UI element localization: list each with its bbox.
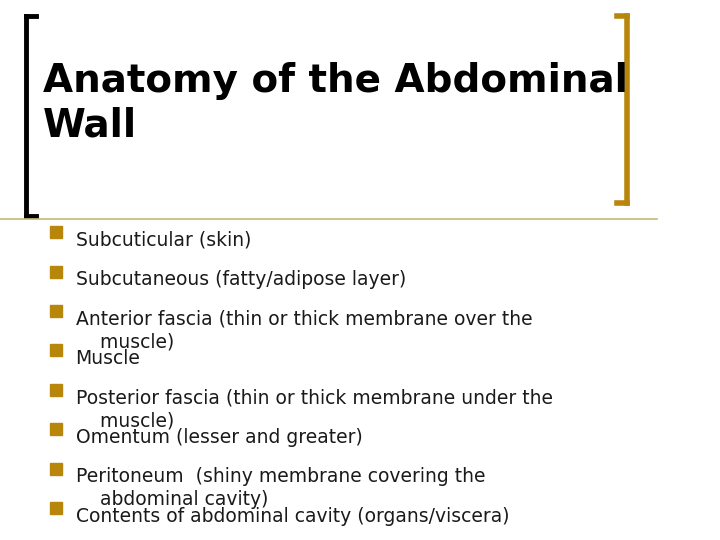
Text: Subcutaneous (fatty/adipose layer): Subcutaneous (fatty/adipose layer)	[76, 270, 406, 289]
Text: Anatomy of the Abdominal
Wall: Anatomy of the Abdominal Wall	[42, 62, 628, 144]
Text: Peritoneum  (shiny membrane covering the
    abdominal cavity): Peritoneum (shiny membrane covering the …	[76, 467, 485, 509]
Text: Contents of abdominal cavity (organs/viscera): Contents of abdominal cavity (organs/vis…	[76, 507, 509, 525]
Text: Omentum (lesser and greater): Omentum (lesser and greater)	[76, 428, 362, 447]
Text: Subcuticular (skin): Subcuticular (skin)	[76, 231, 251, 249]
Text: Muscle: Muscle	[76, 349, 140, 368]
Text: Posterior fascia (thin or thick membrane under the
    muscle): Posterior fascia (thin or thick membrane…	[76, 388, 552, 430]
Text: Anterior fascia (thin or thick membrane over the
    muscle): Anterior fascia (thin or thick membrane …	[76, 309, 532, 351]
